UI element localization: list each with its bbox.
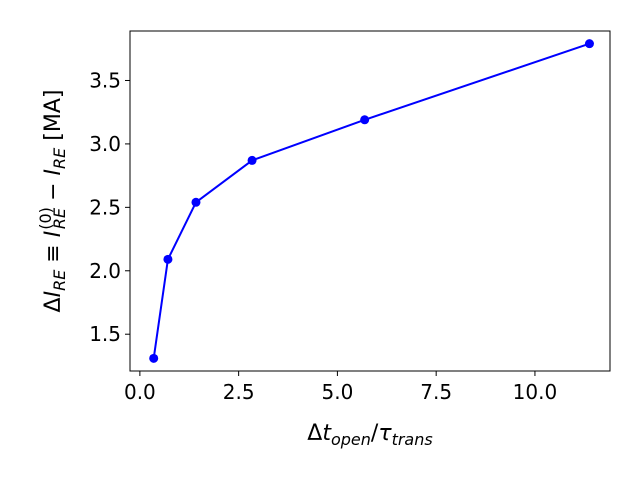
data-point [163,254,173,264]
x-axis-ticks: 0.0 2.5 5.0 7.5 10.0 [124,371,557,404]
y-tick-label: 2.0 [89,259,121,283]
data-point [360,115,370,125]
x-axis-label: Δtopen/τtrans [307,421,432,449]
y-tick-label: 3.5 [89,68,121,92]
y-tick-label: 2.5 [89,195,121,219]
series-line [152,42,590,359]
data-point [247,155,257,165]
data-point [191,197,201,207]
data-point [149,353,159,363]
x-tick-label: 5.0 [322,380,354,404]
data-point [584,39,594,49]
y-axis-label: ΔIRE ≡ I(0)RE − IRE [MA] [36,90,69,313]
x-tick-label: 10.0 [513,380,558,404]
x-tick-label: 0.0 [124,380,156,404]
series-layer [149,39,594,363]
y-tick-label: 1.5 [89,322,121,346]
plot-frame [129,30,611,372]
x-tick-label: 7.5 [420,380,452,404]
y-tick-label: 3.0 [89,132,121,156]
plot-area [129,30,611,372]
y-axis-ticks: 1.5 2.0 2.5 3.0 3.5 [89,68,130,346]
x-tick-label: 2.5 [223,380,255,404]
